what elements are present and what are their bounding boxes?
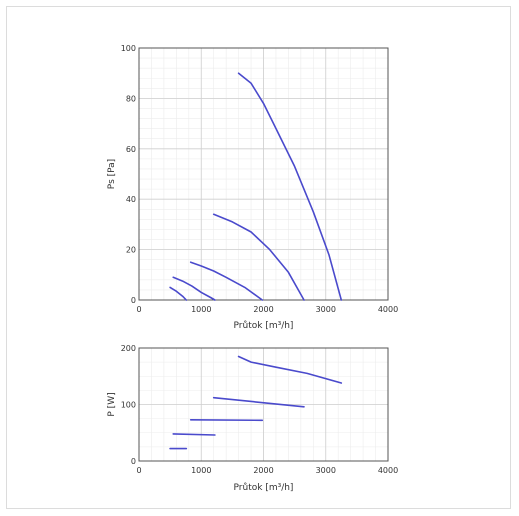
x-tick-label: 1000 xyxy=(191,305,211,314)
series-line-2 xyxy=(172,276,216,301)
y-tick-label: 200 xyxy=(121,344,136,353)
series-line-3 xyxy=(189,419,264,422)
y-tick-label: 40 xyxy=(126,195,136,204)
x-tick-label: 3000 xyxy=(316,466,336,475)
y-axis-label: Ps [Pa] xyxy=(107,159,117,189)
y-tick-label: 100 xyxy=(121,44,136,53)
series-line-5 xyxy=(237,72,343,301)
plot-2: 0 1000 2000 3000 4000 0 100 200 Průtok [m³/h] P [… xyxy=(107,344,398,493)
series-line-3 xyxy=(189,261,264,301)
series-line-4 xyxy=(212,213,305,301)
x-tick-label: 4000 xyxy=(378,305,398,314)
x-axis-label: Průtok [m³/h] xyxy=(234,320,294,331)
x-axis-label: Průtok [m³/h] xyxy=(234,482,294,493)
series-line-4 xyxy=(212,396,305,408)
plot-1: 0 1000 2000 3000 4000 0 20 40 60 80 100 Průtok [m³/… xyxy=(107,44,398,331)
x-tick-label: 0 xyxy=(136,466,141,475)
plot-border xyxy=(138,47,389,301)
y-tick-label: 20 xyxy=(126,246,136,255)
y-tick-label: 100 xyxy=(121,401,136,410)
y-tick-label: 80 xyxy=(126,94,136,103)
series-line-5 xyxy=(237,355,343,384)
series-line-1 xyxy=(169,286,188,301)
x-tick-label: 0 xyxy=(136,305,141,314)
x-tick-label: 4000 xyxy=(378,466,398,475)
x-tick-label: 1000 xyxy=(191,466,211,475)
x-tick-label: 2000 xyxy=(253,305,273,314)
x-tick-label: 3000 xyxy=(316,305,336,314)
y-tick-label: 0 xyxy=(131,457,136,466)
x-tick-label: 2000 xyxy=(253,466,273,475)
y-axis-label: P [W] xyxy=(107,392,117,416)
y-tick-label: 60 xyxy=(126,145,136,154)
series-line-2 xyxy=(172,433,216,436)
plot-border xyxy=(138,347,389,462)
y-tick-label: 0 xyxy=(131,296,136,305)
